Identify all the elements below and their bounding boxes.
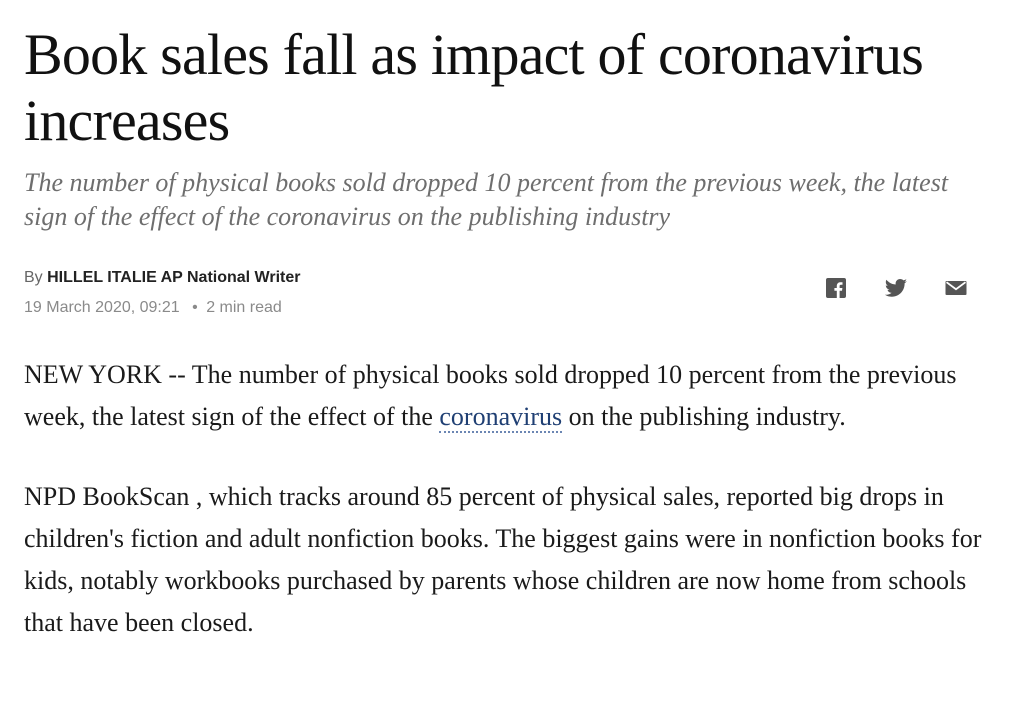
coronavirus-link[interactable]: coronavirus [439, 402, 563, 433]
article-meta: 19 March 2020, 09:21 • 2 min read [24, 296, 984, 320]
paragraph-2: NPD BookScan , which tracks around 85 pe… [24, 482, 982, 637]
meta-separator: • [192, 299, 198, 316]
byline-prefix: By [24, 269, 43, 286]
headline: Book sales fall as impact of coronavirus… [24, 22, 924, 153]
publish-date: 19 March 2020, 09:21 [24, 299, 180, 316]
share-bar [824, 276, 968, 300]
author-name[interactable]: HILLEL ITALIE AP National Writer [47, 269, 301, 286]
twitter-icon[interactable] [884, 276, 908, 300]
byline-row: By HILLEL ITALIE AP National Writer 19 M… [24, 266, 984, 322]
paragraph-1-text-start: NEW YORK -- The number of physical books… [24, 360, 957, 431]
facebook-icon[interactable] [824, 276, 848, 300]
paragraph-1: NEW YORK -- The number of physical books… [24, 354, 984, 438]
article: Book sales fall as impact of coronavirus… [24, 22, 984, 644]
byline: By HILLEL ITALIE AP National Writer [24, 266, 984, 290]
subheadline: The number of physical books sold droppe… [24, 168, 949, 231]
paragraph-1-text-end: on the publishing industry. [562, 402, 846, 431]
read-time: 2 min read [206, 299, 282, 316]
email-icon[interactable] [944, 276, 968, 300]
